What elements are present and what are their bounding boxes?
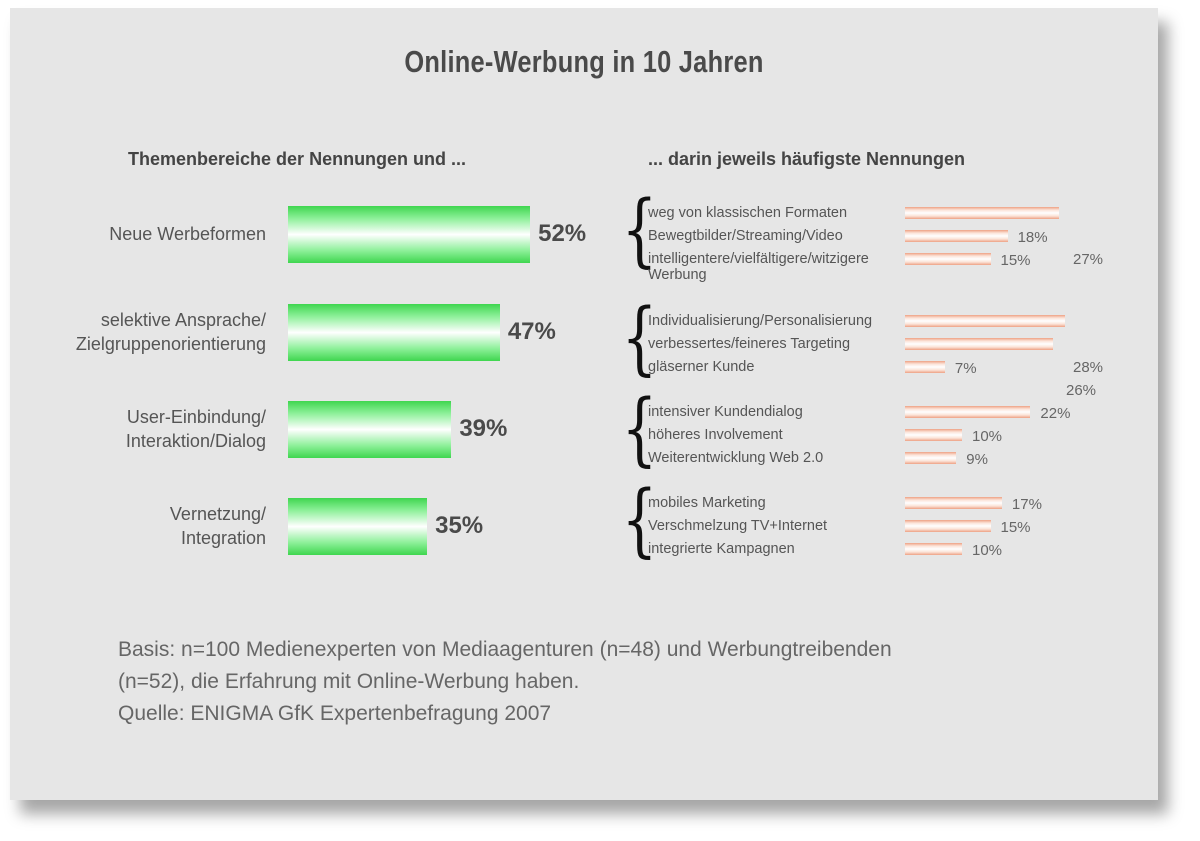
value-label: 27% xyxy=(1073,251,1104,268)
bar xyxy=(905,253,991,265)
item-label: mobiles Marketing xyxy=(648,495,766,511)
bar xyxy=(288,498,428,555)
value-label: 26% xyxy=(1066,382,1097,399)
value-label: 10% xyxy=(972,428,1003,445)
brace-icon: { xyxy=(621,183,658,276)
bar xyxy=(905,452,957,464)
item-label: Weiterentwicklung Web 2.0 xyxy=(648,450,824,466)
bar xyxy=(905,361,945,373)
left-heading: Themenbereiche der Nennungen und ... xyxy=(128,149,467,169)
bar xyxy=(905,520,991,532)
bar xyxy=(905,230,1008,242)
item-label: integrierte Kampagnen xyxy=(648,541,795,557)
category-label: Vernetzung/ Integration xyxy=(169,504,266,548)
brace-icon: { xyxy=(621,382,658,475)
value-label: 9% xyxy=(966,451,988,468)
footer-basis-1: Basis: n=100 Medienexperten von Mediaage… xyxy=(118,638,892,661)
value-label: 39% xyxy=(459,415,508,442)
value-label: 10% xyxy=(972,542,1003,559)
footer-basis-2: (n=52), die Erfahrung mit Online-Werbung… xyxy=(118,670,580,693)
item-label: höheres Involvement xyxy=(648,427,783,443)
value-label: 17% xyxy=(1011,496,1042,513)
value-label: 28% xyxy=(1073,359,1104,376)
bar xyxy=(288,401,452,458)
value-label: 47% xyxy=(507,318,556,345)
value-label: 15% xyxy=(1000,252,1031,269)
value-label: 52% xyxy=(538,220,587,247)
item-label: weg von klassischen Formaten xyxy=(648,205,848,221)
bar xyxy=(905,207,1059,219)
bar xyxy=(905,406,1031,418)
bar xyxy=(288,206,531,263)
bar xyxy=(905,338,1054,350)
item-label: intensiver Kundendialog xyxy=(648,404,803,420)
chart-title: Online-Werbung in 10 Jahren xyxy=(404,44,764,79)
value-label: 15% xyxy=(1000,519,1031,536)
bar xyxy=(905,497,1002,509)
category-label: selektive Ansprache/ Zielgruppenorientie… xyxy=(75,310,266,354)
item-label: gläserner Kunde xyxy=(648,359,755,375)
item-label: Bewegtbilder/Streaming/Video xyxy=(648,228,843,244)
value-label: 18% xyxy=(1017,229,1048,246)
bar xyxy=(288,304,500,361)
right-heading: ... darin jeweils häufigste Nennungen xyxy=(648,149,966,169)
brace-icon: { xyxy=(621,473,658,566)
footer-source: Quelle: ENIGMA GfK Expertenbefragung 200… xyxy=(118,702,552,725)
item-label: Verschmelzung TV+Internet xyxy=(648,518,828,534)
bar xyxy=(905,429,962,441)
value-label: 22% xyxy=(1040,405,1071,422)
category-label: Neue Werbeformen xyxy=(109,224,266,244)
item-label: Individualisierung/Personalisierung xyxy=(648,313,873,329)
item-label: verbessertes/feineres Targeting xyxy=(648,336,851,352)
item-label: intelligentere/vielfältigere/witzigere W… xyxy=(648,251,869,283)
value-label: 7% xyxy=(954,360,977,377)
value-label: 35% xyxy=(435,512,484,539)
bar xyxy=(905,543,962,555)
category-label: User-Einbindung/ Interaktion/Dialog xyxy=(125,407,266,451)
brace-icon: { xyxy=(621,291,658,384)
chart-card xyxy=(10,8,1158,800)
bar xyxy=(905,315,1065,327)
